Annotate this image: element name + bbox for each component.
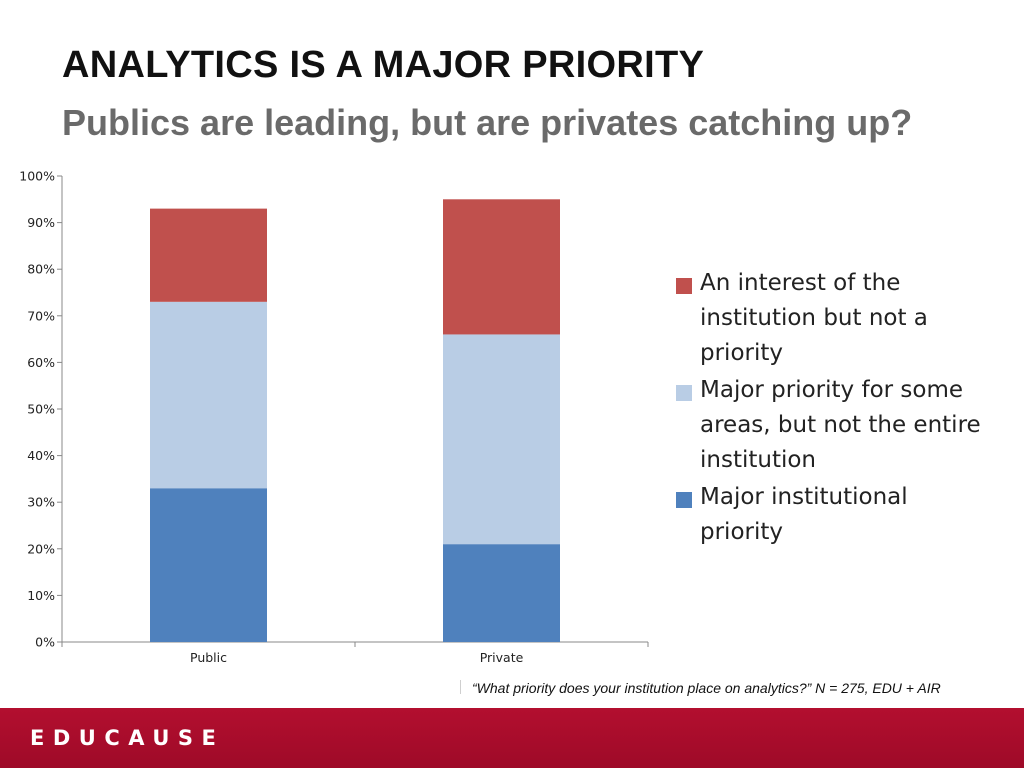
y-tick-label: 20% bbox=[27, 541, 55, 556]
legend-item-major: Major institutional priority bbox=[676, 484, 996, 550]
x-tick-label: Public bbox=[190, 650, 227, 665]
footnote-divider bbox=[460, 680, 461, 694]
bar-segment-public-series-2 bbox=[150, 208, 267, 302]
y-tick-label: 0% bbox=[35, 635, 55, 650]
legend-label-some-areas: Major priority for some areas, but not t… bbox=[700, 377, 981, 473]
survey-footnote: “What priority does your institution pla… bbox=[472, 680, 941, 696]
bar-segment-public-series-1 bbox=[150, 301, 267, 489]
legend-swatch-major bbox=[676, 492, 692, 508]
plot-area: 0% 10% 20% 30% 40% 50% 60% 70% 80% 90% 100% Public P… bbox=[19, 169, 649, 665]
legend-swatch-some-areas bbox=[676, 385, 692, 401]
slide-subtitle: Publics are leading, but are privates ca… bbox=[62, 102, 913, 143]
legend-label-major: Major institutional priority bbox=[700, 484, 908, 545]
y-tick-label: 80% bbox=[27, 262, 55, 277]
x-tick-label: Private bbox=[480, 650, 524, 665]
y-tick-label: 50% bbox=[27, 402, 55, 417]
stacked-bar-chart: 0% 10% 20% 30% 40% 50% 60% 70% 80% 90% 100% Public P… bbox=[19, 169, 649, 665]
y-tick-label: 30% bbox=[27, 495, 55, 510]
educause-logo: EDUCAUSE bbox=[30, 726, 225, 750]
chart-legend: An interest of the institution but not a… bbox=[676, 270, 996, 558]
y-tick-label: 40% bbox=[27, 448, 55, 463]
y-tick-label: 60% bbox=[27, 355, 55, 370]
legend-item-some-areas: Major priority for some areas, but not t… bbox=[676, 377, 996, 478]
legend-swatch-interest bbox=[676, 278, 692, 294]
y-tick-label: 70% bbox=[27, 308, 55, 323]
bar-segment-public-series-0 bbox=[150, 488, 267, 642]
y-tick-label: 10% bbox=[27, 588, 55, 603]
legend-label-interest: An interest of the institution but not a… bbox=[700, 270, 928, 366]
footer-band: EDUCAUSE bbox=[0, 708, 1024, 768]
bar-segment-private-series-2 bbox=[443, 199, 560, 335]
bar-segment-private-series-0 bbox=[443, 544, 560, 642]
y-tick-label: 90% bbox=[27, 215, 55, 230]
bar-segment-private-series-1 bbox=[443, 334, 560, 545]
legend-item-interest: An interest of the institution but not a… bbox=[676, 270, 996, 371]
y-tick-label: 100% bbox=[19, 169, 55, 184]
slide-title: ANALYTICS IS A MAJOR PRIORITY bbox=[62, 44, 705, 86]
